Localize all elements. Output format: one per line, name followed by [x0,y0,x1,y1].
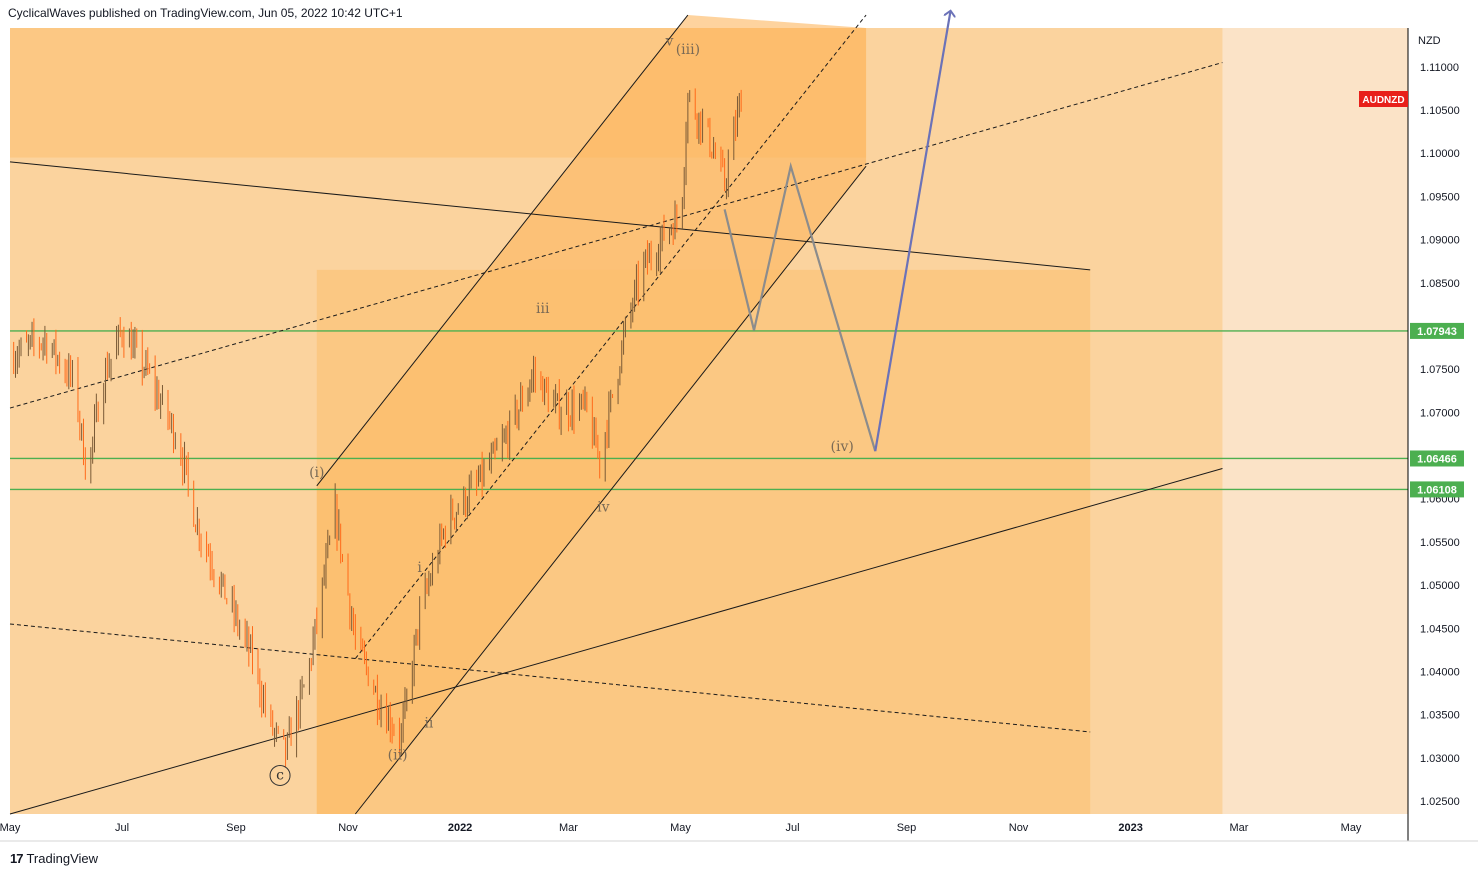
y-tick-label: 1.07500 [1420,364,1460,376]
x-tick-label: Nov [1009,822,1029,834]
y-tick-label: 1.04500 [1420,623,1460,635]
publisher-caption: CyclicalWaves published on TradingView.c… [8,6,403,20]
wave-label: ii [424,716,433,732]
footer: 17 TradingView [10,851,98,866]
y-tick-label: 1.09000 [1420,235,1460,247]
currency-label: NZD [1418,35,1441,47]
wave-label-circle [269,764,291,786]
x-tick-label: 2023 [1118,822,1142,834]
dashed-trend-line [9,62,1223,409]
trend-line [316,14,689,487]
projection-gray-path [723,161,877,452]
wave-label: iv [597,500,609,516]
x-tick-label: Sep [226,822,246,834]
y-tick-label: 1.08500 [1420,278,1460,290]
x-tick-label: Mar [559,822,578,834]
y-tick-label: 1.05500 [1420,537,1460,549]
wave-label: c [276,767,284,783]
wave-label: i [417,560,422,576]
x-tick-label: Sep [897,822,917,834]
trend-line [9,468,1223,815]
x-tick-label: Jul [786,822,800,834]
wave-label: (ii) [388,748,408,764]
x-tick-label: Nov [338,822,358,834]
wave-label: v [665,33,674,49]
x-tick-label: 2022 [448,822,472,834]
level-price-label: 1.06466 [1417,453,1457,465]
symbol-badge [1359,91,1408,107]
x-tick-label: May [670,822,691,834]
x-tick-label: Jul [115,822,129,834]
projection-blue-arrow [874,11,950,452]
zone-core [316,269,1091,814]
y-tick-label: 1.09500 [1420,191,1460,203]
y-tick-label: 1.10000 [1420,148,1460,160]
y-tick-label: 1.02500 [1420,796,1460,808]
tradingview-logo-icon: 17 [10,851,24,866]
x-tick-label: Mar [1230,822,1249,834]
symbol-label: AUDNZD [1362,95,1404,106]
wave-projections[interactable] [723,11,951,452]
brand-name: TradingView [26,851,99,866]
x-tick-label: May [0,822,21,834]
y-tick-label: 1.04000 [1420,666,1460,678]
y-tick-label: 1.11000 [1420,62,1459,74]
candlestick-series [13,88,742,768]
dashed-trend-line [354,14,867,659]
wave-label: iii [536,301,550,317]
level-price-badge [1410,450,1464,467]
level-price-badge [1410,481,1464,498]
level-price-label: 1.07943 [1417,326,1457,338]
wave-label: (iv) [831,439,854,455]
y-tick-label: 1.07000 [1420,407,1460,419]
y-tick-label: 1.03500 [1420,710,1460,722]
trend-line [354,165,867,815]
horizontal-levels[interactable] [10,330,1408,491]
x-tick-label: May [1341,822,1362,834]
wave-label: (iii) [676,42,700,58]
y-tick-label: 1.10500 [1420,105,1460,117]
wave-label: (i) [309,465,324,481]
dashed-trend-line [9,623,1091,733]
level-price-label: 1.06108 [1417,484,1457,496]
shaded-zones [10,15,1408,815]
axes: NZD 1.11000 1.10500 1.10000 1.09500 1.09000 1.… [0,28,1478,842]
level-price-badge [1410,322,1464,339]
y-tick-label: 1.03000 [1420,753,1460,765]
y-tick-label: 1.05000 [1420,580,1460,592]
